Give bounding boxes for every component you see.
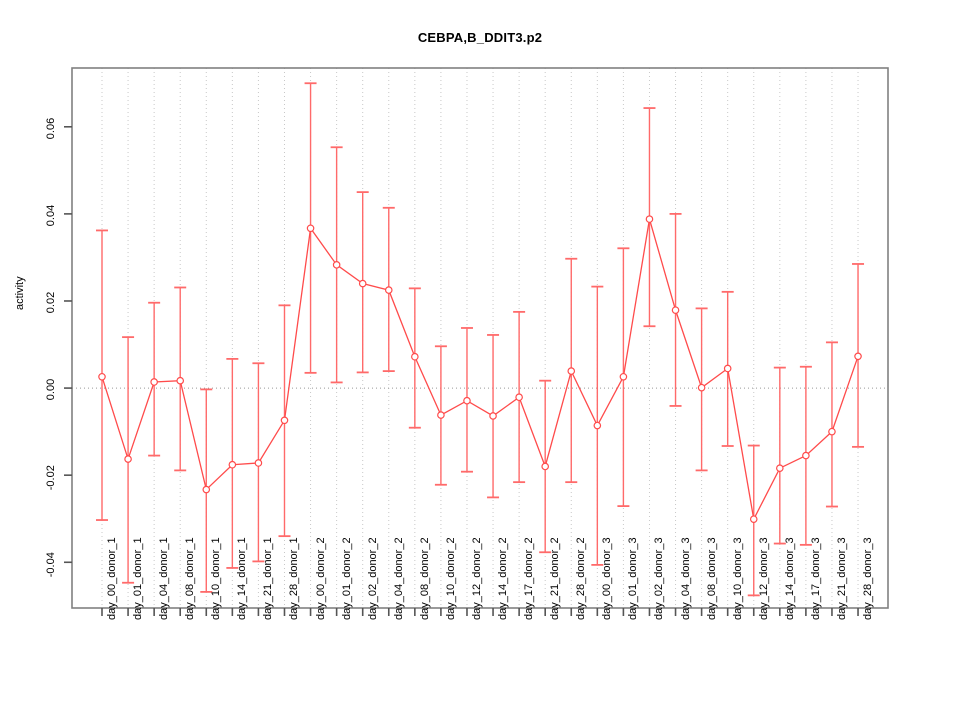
data-point (176, 376, 185, 385)
x-tick-label: day_21_donor_2 (549, 537, 562, 620)
y-tick-label: -0.04 (45, 552, 57, 578)
x-tick-label: day_10_donor_2 (444, 537, 457, 620)
data-point (463, 396, 471, 405)
data-point (358, 279, 367, 288)
data-point (384, 286, 393, 294)
data-point (306, 224, 315, 233)
x-tick-label: day_10_donor_1 (210, 537, 223, 620)
x-tick-label: day_17_donor_3 (809, 537, 822, 620)
x-tick-label: day_14_donor_2 (497, 537, 510, 620)
series-polyline (101, 218, 859, 522)
data-line (101, 218, 859, 522)
y-axis-ticks (64, 125, 72, 564)
frame-rect (71, 67, 889, 609)
y-tick-label: 0.06 (45, 117, 57, 139)
data-point (332, 261, 341, 269)
data-point (515, 393, 523, 402)
data-point (854, 352, 862, 361)
x-tick-label: day_02_donor_2 (366, 537, 379, 620)
x-tick-label: day_14_donor_3 (783, 537, 796, 620)
x-tick-label: day_08_donor_2 (418, 537, 431, 620)
x-tick-label: day_21_donor_1 (262, 537, 275, 620)
data-point (280, 416, 289, 425)
x-tick-label: day_28_donor_2 (575, 537, 588, 620)
plot-frame (71, 67, 889, 609)
x-tick-label: day_04_donor_3 (679, 537, 692, 620)
y-tick-label: 0.02 (45, 291, 57, 314)
gridlines (101, 68, 859, 608)
data-point (645, 215, 654, 223)
data-point (802, 451, 810, 460)
data-point (749, 515, 758, 523)
data-point (541, 462, 549, 471)
data-point (437, 411, 445, 419)
y-tick-label: -0.02 (45, 465, 57, 491)
x-tick-label: day_12_donor_3 (757, 537, 770, 620)
data-point (150, 378, 158, 386)
data-point (98, 372, 106, 381)
x-tick-label: day_08_donor_1 (184, 537, 197, 620)
x-tick-label: day_01_donor_3 (627, 537, 640, 620)
x-tick-label: day_28_donor_3 (862, 537, 875, 620)
x-tick-label: day_00_donor_1 (106, 537, 118, 620)
data-points (98, 215, 862, 523)
x-tick-label: day_01_donor_1 (132, 537, 145, 620)
data-point (776, 464, 784, 473)
data-point (202, 485, 211, 494)
x-tick-label: day_10_donor_3 (731, 537, 744, 620)
x-tick-label: day_01_donor_2 (340, 537, 353, 620)
data-point (828, 427, 836, 436)
x-tick-label: day_04_donor_1 (158, 537, 171, 620)
data-point (619, 372, 628, 381)
x-tick-label: day_04_donor_2 (392, 537, 405, 620)
x-tick-label: day_00_donor_3 (601, 537, 614, 620)
data-point (593, 421, 602, 430)
x-tick-label: day_12_donor_2 (470, 537, 483, 620)
data-point (228, 460, 237, 469)
error-bars (96, 82, 865, 597)
y-tick-label: 0.00 (45, 378, 57, 401)
x-tick-label: day_02_donor_3 (653, 537, 666, 620)
x-axis-ticks (101, 608, 859, 616)
data-point (723, 364, 732, 373)
data-point (254, 459, 263, 467)
data-point (411, 352, 419, 361)
data-point (489, 412, 497, 420)
x-tick-label: day_21_donor_3 (835, 537, 848, 620)
x-tick-label: day_14_donor_1 (236, 537, 249, 620)
x-tick-label: day_17_donor_2 (523, 537, 536, 620)
page-title: CEBPA,B_DDIT3.p2 (417, 30, 543, 45)
data-point (124, 455, 132, 463)
x-tick-label: day_08_donor_3 (705, 537, 718, 620)
x-tick-label: day_00_donor_2 (314, 537, 327, 620)
x-tick-label: day_28_donor_1 (288, 537, 301, 620)
y-tick-label: 0.04 (45, 204, 57, 227)
data-point (697, 383, 706, 392)
data-point (671, 306, 680, 314)
data-point (567, 367, 576, 375)
